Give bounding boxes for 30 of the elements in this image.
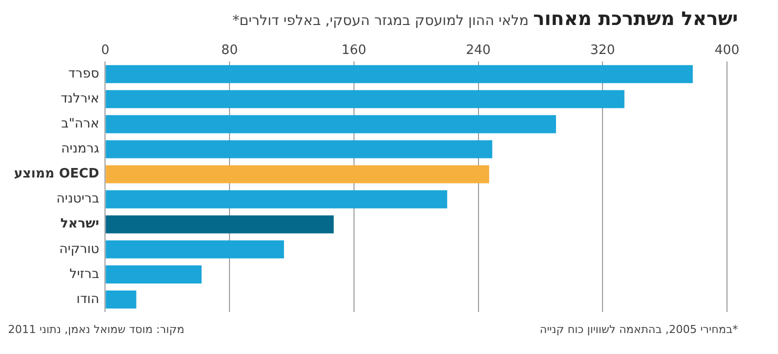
y-tick-label: טורקיה <box>59 242 100 257</box>
x-tick-label: 240 <box>466 43 491 58</box>
text: *במחירי 2005, בהתאמה לשוויון כוח קנייה <box>540 323 738 336</box>
y-tick-label: ברזיל <box>70 266 100 282</box>
y-tick-label: ארה"ב <box>61 116 100 132</box>
bar <box>106 190 448 208</box>
bar <box>106 240 284 258</box>
chart-title: ישראל משתרכת מאחור <box>533 8 738 30</box>
bar <box>106 265 202 284</box>
y-tick-label: אירלנד <box>60 92 100 107</box>
text: מקור: מוסד שמואל נאמן, נתוני 2011 <box>8 323 184 336</box>
y-tick-label: הודו <box>76 292 100 307</box>
x-tick-label: 320 <box>590 43 616 58</box>
y-tick-label: גרמניה <box>61 142 100 157</box>
bar <box>106 215 334 234</box>
x-tick-label: 400 <box>714 43 740 58</box>
y-tick-label: ישראל <box>60 216 100 232</box>
y-tick-label: ממוצע OECD <box>14 166 100 182</box>
bar <box>106 90 624 108</box>
x-tick-label: 0 <box>101 43 110 58</box>
bar <box>106 115 556 134</box>
bar <box>106 290 136 308</box>
y-tick-label: בריטניה <box>56 192 100 207</box>
bar <box>106 140 492 158</box>
bar <box>106 65 693 84</box>
chart-subtitle: מלאי ההון למועסק במגזר העסקי, באלפי דולרים* <box>232 13 530 29</box>
x-tick-label: 80 <box>221 43 238 58</box>
y-tick-label: ספרד <box>68 66 100 82</box>
bar <box>106 165 490 184</box>
x-tick-label: 160 <box>342 43 366 58</box>
